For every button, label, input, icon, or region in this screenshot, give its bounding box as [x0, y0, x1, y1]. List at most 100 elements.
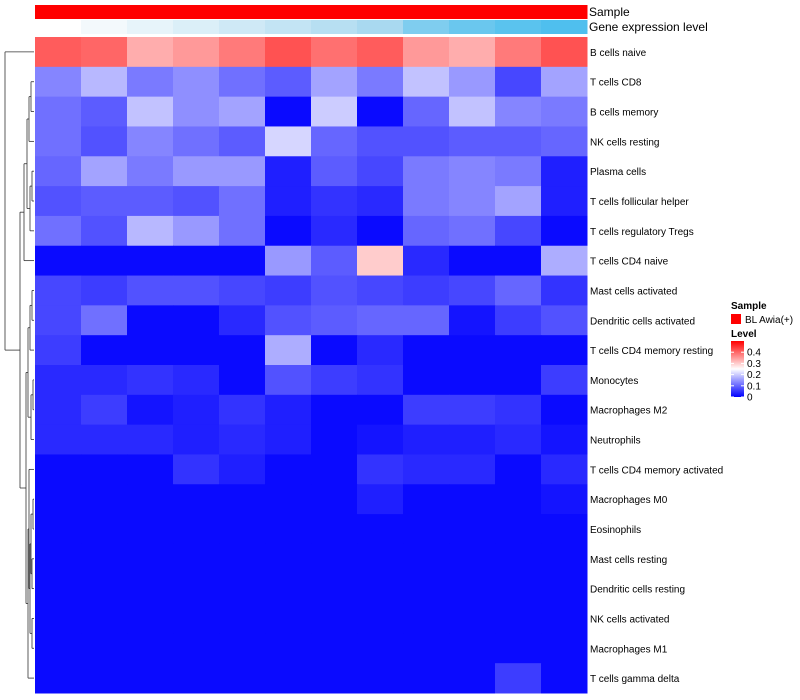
heatmap-cell: [81, 156, 128, 187]
heatmap-cell: [81, 275, 128, 306]
heatmap-cell: [265, 603, 312, 634]
heatmap-cell: [265, 424, 312, 455]
row-label: Macrophages M0: [590, 495, 668, 506]
heatmap-cell: [265, 305, 312, 336]
heatmap-cell: [35, 215, 82, 247]
heatmap-cell: [81, 365, 128, 396]
expression-annotation-cell: [541, 20, 588, 34]
heatmap-cell: [173, 365, 220, 396]
heatmap-cell: [403, 37, 450, 68]
heatmap-cell: [127, 96, 174, 127]
heatmap-cell: [81, 424, 128, 455]
heatmap-cell: [173, 514, 220, 545]
heatmap-cell: [311, 543, 358, 575]
row-label: Mast cells resting: [590, 555, 667, 566]
legend-ticks: 0.40.30.20.10: [731, 348, 761, 404]
heatmap-cell: [35, 543, 82, 575]
heatmap-cell: [403, 514, 450, 545]
heatmap-cell: [357, 663, 404, 694]
sample-annotation-cell: [81, 5, 128, 19]
heatmap-cell: [127, 454, 174, 485]
heatmap-cell: [311, 186, 358, 217]
heatmap-cell: [449, 96, 496, 127]
heatmap-cell: [173, 186, 220, 217]
heatmap-cell: [81, 454, 128, 485]
heatmap-cell: [403, 454, 450, 485]
heatmap-cell: [265, 156, 312, 187]
heatmap-cell: [357, 275, 404, 306]
heatmap-cell: [219, 663, 266, 694]
heatmap-cell: [127, 424, 174, 455]
heatmap-cell: [495, 335, 542, 366]
heatmap-cell: [357, 394, 404, 426]
heatmap-cell: [311, 365, 358, 396]
heatmap-cell: [541, 37, 588, 68]
heatmap-cell: [541, 335, 588, 366]
heatmap-cell: [81, 96, 128, 127]
heatmap-cell: [311, 484, 358, 515]
heatmap-cell: [173, 603, 220, 634]
heatmap-cell: [403, 96, 450, 127]
heatmap-cell: [403, 66, 450, 98]
heatmap-cell: [495, 633, 542, 664]
heatmap-cell: [403, 305, 450, 336]
heatmap-cell: [311, 633, 358, 664]
heatmap-cell: [495, 394, 542, 426]
row-label: B cells memory: [590, 108, 658, 119]
heatmap-cell: [219, 126, 266, 157]
heatmap-cell: [35, 365, 82, 396]
row-label: Dendritic cells activated: [590, 316, 695, 327]
sample-annotation-cell: [449, 5, 496, 19]
heatmap-cell: [541, 215, 588, 247]
heatmap-cell: [35, 394, 82, 426]
heatmap-cell: [403, 186, 450, 217]
heatmap-cell: [449, 126, 496, 157]
heatmap-cell: [265, 454, 312, 485]
heatmap-cell: [81, 543, 128, 575]
heatmap-cell: [403, 215, 450, 247]
sample-annotation-cell: [495, 5, 542, 19]
heatmap-cell: [495, 573, 542, 605]
heatmap-cell: [173, 454, 220, 485]
heatmap-cell: [541, 543, 588, 575]
expression-annotation-cell: [81, 20, 128, 34]
heatmap-cell: [265, 335, 312, 366]
expression-annotation-cell: [265, 20, 312, 34]
heatmap-cell: [127, 275, 174, 306]
row-label: T cells CD8: [590, 78, 642, 89]
heatmap-cell: [35, 126, 82, 157]
heatmap-cell: [81, 215, 128, 247]
row-label: T cells follicular helper: [590, 197, 689, 208]
heatmap-cell: [35, 603, 82, 634]
heatmap-cell: [35, 663, 82, 694]
heatmap-cell: [265, 96, 312, 127]
heatmap-cell: [265, 126, 312, 157]
annotation-tracks: [35, 5, 588, 34]
heatmap-cell: [265, 543, 312, 575]
heatmap-cell: [357, 305, 404, 336]
heatmap-cell: [173, 663, 220, 694]
legend-sample-swatch: [731, 314, 741, 324]
heatmap-cell: [127, 215, 174, 247]
heatmap-cell: [219, 96, 266, 127]
heatmap-cell: [449, 66, 496, 98]
sample-annotation-cell: [403, 5, 450, 19]
row-label: B cells naive: [590, 48, 647, 59]
heatmap-cell: [265, 275, 312, 306]
heatmap-cell: [81, 126, 128, 157]
sample-annotation-cell: [265, 5, 312, 19]
heatmap-cell: [265, 573, 312, 605]
row-label: T cells CD4 naive: [590, 257, 669, 268]
sample-annotation-cell: [541, 5, 588, 19]
heatmap-cell: [311, 394, 358, 426]
heatmap-cell: [449, 633, 496, 664]
heatmap-cell: [81, 394, 128, 426]
heatmap-cell: [403, 126, 450, 157]
heatmap-cell: [541, 424, 588, 455]
heatmap-cell: [311, 66, 358, 98]
heatmap-cell: [541, 603, 588, 634]
heatmap-cell: [219, 335, 266, 366]
heatmap-cell: [127, 305, 174, 336]
heatmap-cell: [449, 305, 496, 336]
